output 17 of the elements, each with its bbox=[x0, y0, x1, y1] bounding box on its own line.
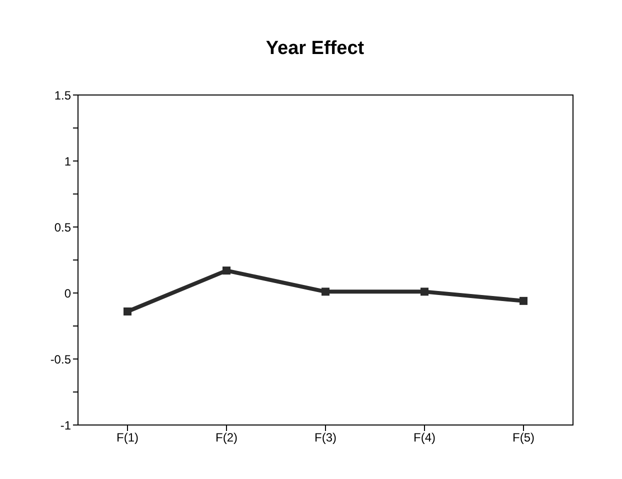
point bbox=[124, 307, 132, 316]
y-tick-label: -0.5 bbox=[50, 352, 72, 366]
point bbox=[222, 266, 230, 275]
x-tick-label: F(4) bbox=[414, 430, 436, 445]
y-tick-label: 0 bbox=[64, 286, 72, 300]
x-tick-label: F(1) bbox=[116, 430, 138, 445]
y-tick-label: 1.5 bbox=[54, 88, 72, 102]
chart-title: Year Effect bbox=[264, 37, 366, 61]
y-tick-label: 0.5 bbox=[54, 220, 72, 234]
point bbox=[420, 288, 428, 296]
x-tick-label: F(5) bbox=[512, 430, 534, 445]
y-tick-label: 1 bbox=[64, 154, 72, 168]
point bbox=[520, 296, 528, 305]
x-tick-label: F(3) bbox=[314, 430, 336, 445]
x-tick-label: F(2) bbox=[216, 430, 238, 445]
y-tick-label: -1 bbox=[60, 418, 72, 432]
point bbox=[322, 288, 330, 296]
